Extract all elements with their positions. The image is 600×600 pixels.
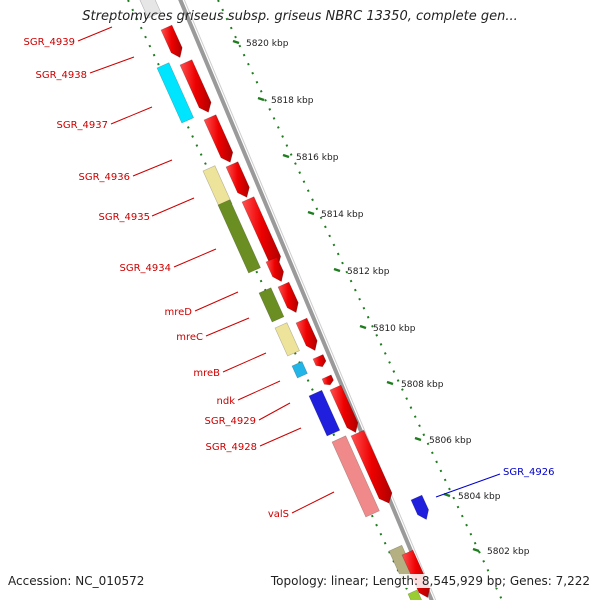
major-tick-7 (414, 436, 422, 442)
gene-label-sgr-4928: SGR_4928 (206, 442, 258, 453)
major-tick-9 (472, 547, 480, 553)
tick-label-5818: 5818 kbp (271, 96, 314, 106)
feature-mreC (295, 317, 318, 351)
leader-sgr-4935 (151, 197, 195, 217)
feature-mreB (312, 354, 327, 368)
feature-sgr-4938 (179, 59, 212, 113)
feature-sgr-4928 (350, 429, 393, 504)
gene-label-sgr-4935: SGR_4935 (99, 212, 151, 223)
feature-ndk-blue (291, 361, 308, 379)
genome-summary-text: Topology: linear; Length: 8,545,929 bp; … (270, 574, 590, 588)
major-tick-2 (282, 153, 290, 159)
major-tick-8 (443, 492, 451, 498)
gene-label-mreC: mreC (176, 332, 203, 343)
feature-sgr-4934 (265, 256, 284, 282)
tick-label-5802: 5802 kbp (487, 547, 530, 557)
gene-features (139, 0, 431, 600)
backbone-line (178, 0, 434, 600)
tick-labels: 5820 kbp 5818 kbp 5816 kbp 5814 kbp 5812… (246, 39, 530, 557)
backbone-highlight (183, 0, 437, 600)
feature-ndk (321, 374, 334, 386)
feature-sgr-4936 (225, 161, 250, 198)
gene-label-mreB: mreB (193, 368, 220, 379)
guide-outer (217, 0, 503, 600)
feature-sgr-4929 (329, 384, 359, 433)
feature-sgr-4939-partial (139, 0, 162, 19)
gene-label-ndk: ndk (217, 396, 236, 407)
feature-sgr-4937 (203, 114, 234, 163)
tick-label-5814: 5814 kbp (321, 210, 364, 220)
tick-label-5804: 5804 kbp (458, 492, 501, 502)
map-title: Streptomyces griseus subsp. griseus NBRC… (82, 9, 518, 24)
leader-sgr-4926 (435, 473, 501, 498)
gene-label-sgr-4936: SGR_4936 (79, 172, 131, 183)
gene-label-sgr-4938: SGR_4938 (36, 70, 88, 81)
major-tick-0 (232, 39, 240, 45)
feature-sgr-4936-yellow (202, 165, 233, 210)
major-tick-3 (307, 210, 315, 216)
leader-valS (291, 491, 335, 514)
gene-label-sgr-4934: SGR_4934 (120, 263, 172, 274)
gene-label-sgr-4929: SGR_4929 (205, 416, 257, 427)
feature-sgr-4935 (241, 196, 282, 267)
tick-guides (127, 0, 503, 600)
tick-label-5812: 5812 kbp (347, 267, 390, 277)
feature-sgr-4929-blue (308, 389, 341, 437)
gene-leader-lines (77, 26, 501, 514)
tick-label-5810: 5810 kbp (373, 324, 416, 334)
major-tick-1 (257, 96, 265, 102)
gene-label-sgr-4937: SGR_4937 (57, 120, 109, 131)
major-tick-4 (333, 267, 341, 273)
feature-mreD (277, 281, 299, 313)
leader-sgr-4928 (259, 427, 302, 447)
feature-sgr-4939 (160, 24, 183, 58)
feature-mreB-yellow (274, 322, 300, 357)
backbone (178, 0, 437, 600)
leader-sgr-4936 (132, 159, 173, 177)
leader-mreC (205, 317, 250, 337)
leader-sgr-4938 (89, 56, 135, 74)
feature-sgr-4934-olive (217, 199, 261, 274)
tick-label-5808: 5808 kbp (401, 380, 444, 390)
tick-label-5816: 5816 kbp (296, 153, 339, 163)
leader-mreD (194, 291, 239, 312)
feature-sgr-4926 (410, 494, 429, 520)
feature-sgr-4937-cyan (156, 62, 194, 124)
leader-mreB (222, 352, 267, 373)
feature-mreC-olive (258, 287, 285, 323)
leader-sgr-4937 (110, 106, 153, 125)
accession-text: Accession: NC_010572 (8, 574, 145, 588)
gene-labels: SGR_4939 SGR_4938 SGR_4937 SGR_4936 SGR_… (24, 37, 555, 520)
gene-label-valS: valS (268, 509, 289, 520)
leader-sgr-4934 (173, 248, 217, 268)
leader-sgr-4929 (258, 402, 291, 421)
gene-label-sgr-4939: SGR_4939 (24, 37, 76, 48)
major-tick-5 (359, 324, 367, 330)
feature-valS (331, 435, 380, 518)
major-tick-6 (386, 380, 394, 386)
leader-sgr-4939 (77, 26, 113, 42)
leader-ndk (237, 380, 281, 401)
tick-label-5820: 5820 kbp (246, 39, 289, 49)
tick-label-5806: 5806 kbp (429, 436, 472, 446)
gene-label-mreD: mreD (165, 307, 193, 318)
gene-label-sgr-4926: SGR_4926 (503, 467, 555, 478)
